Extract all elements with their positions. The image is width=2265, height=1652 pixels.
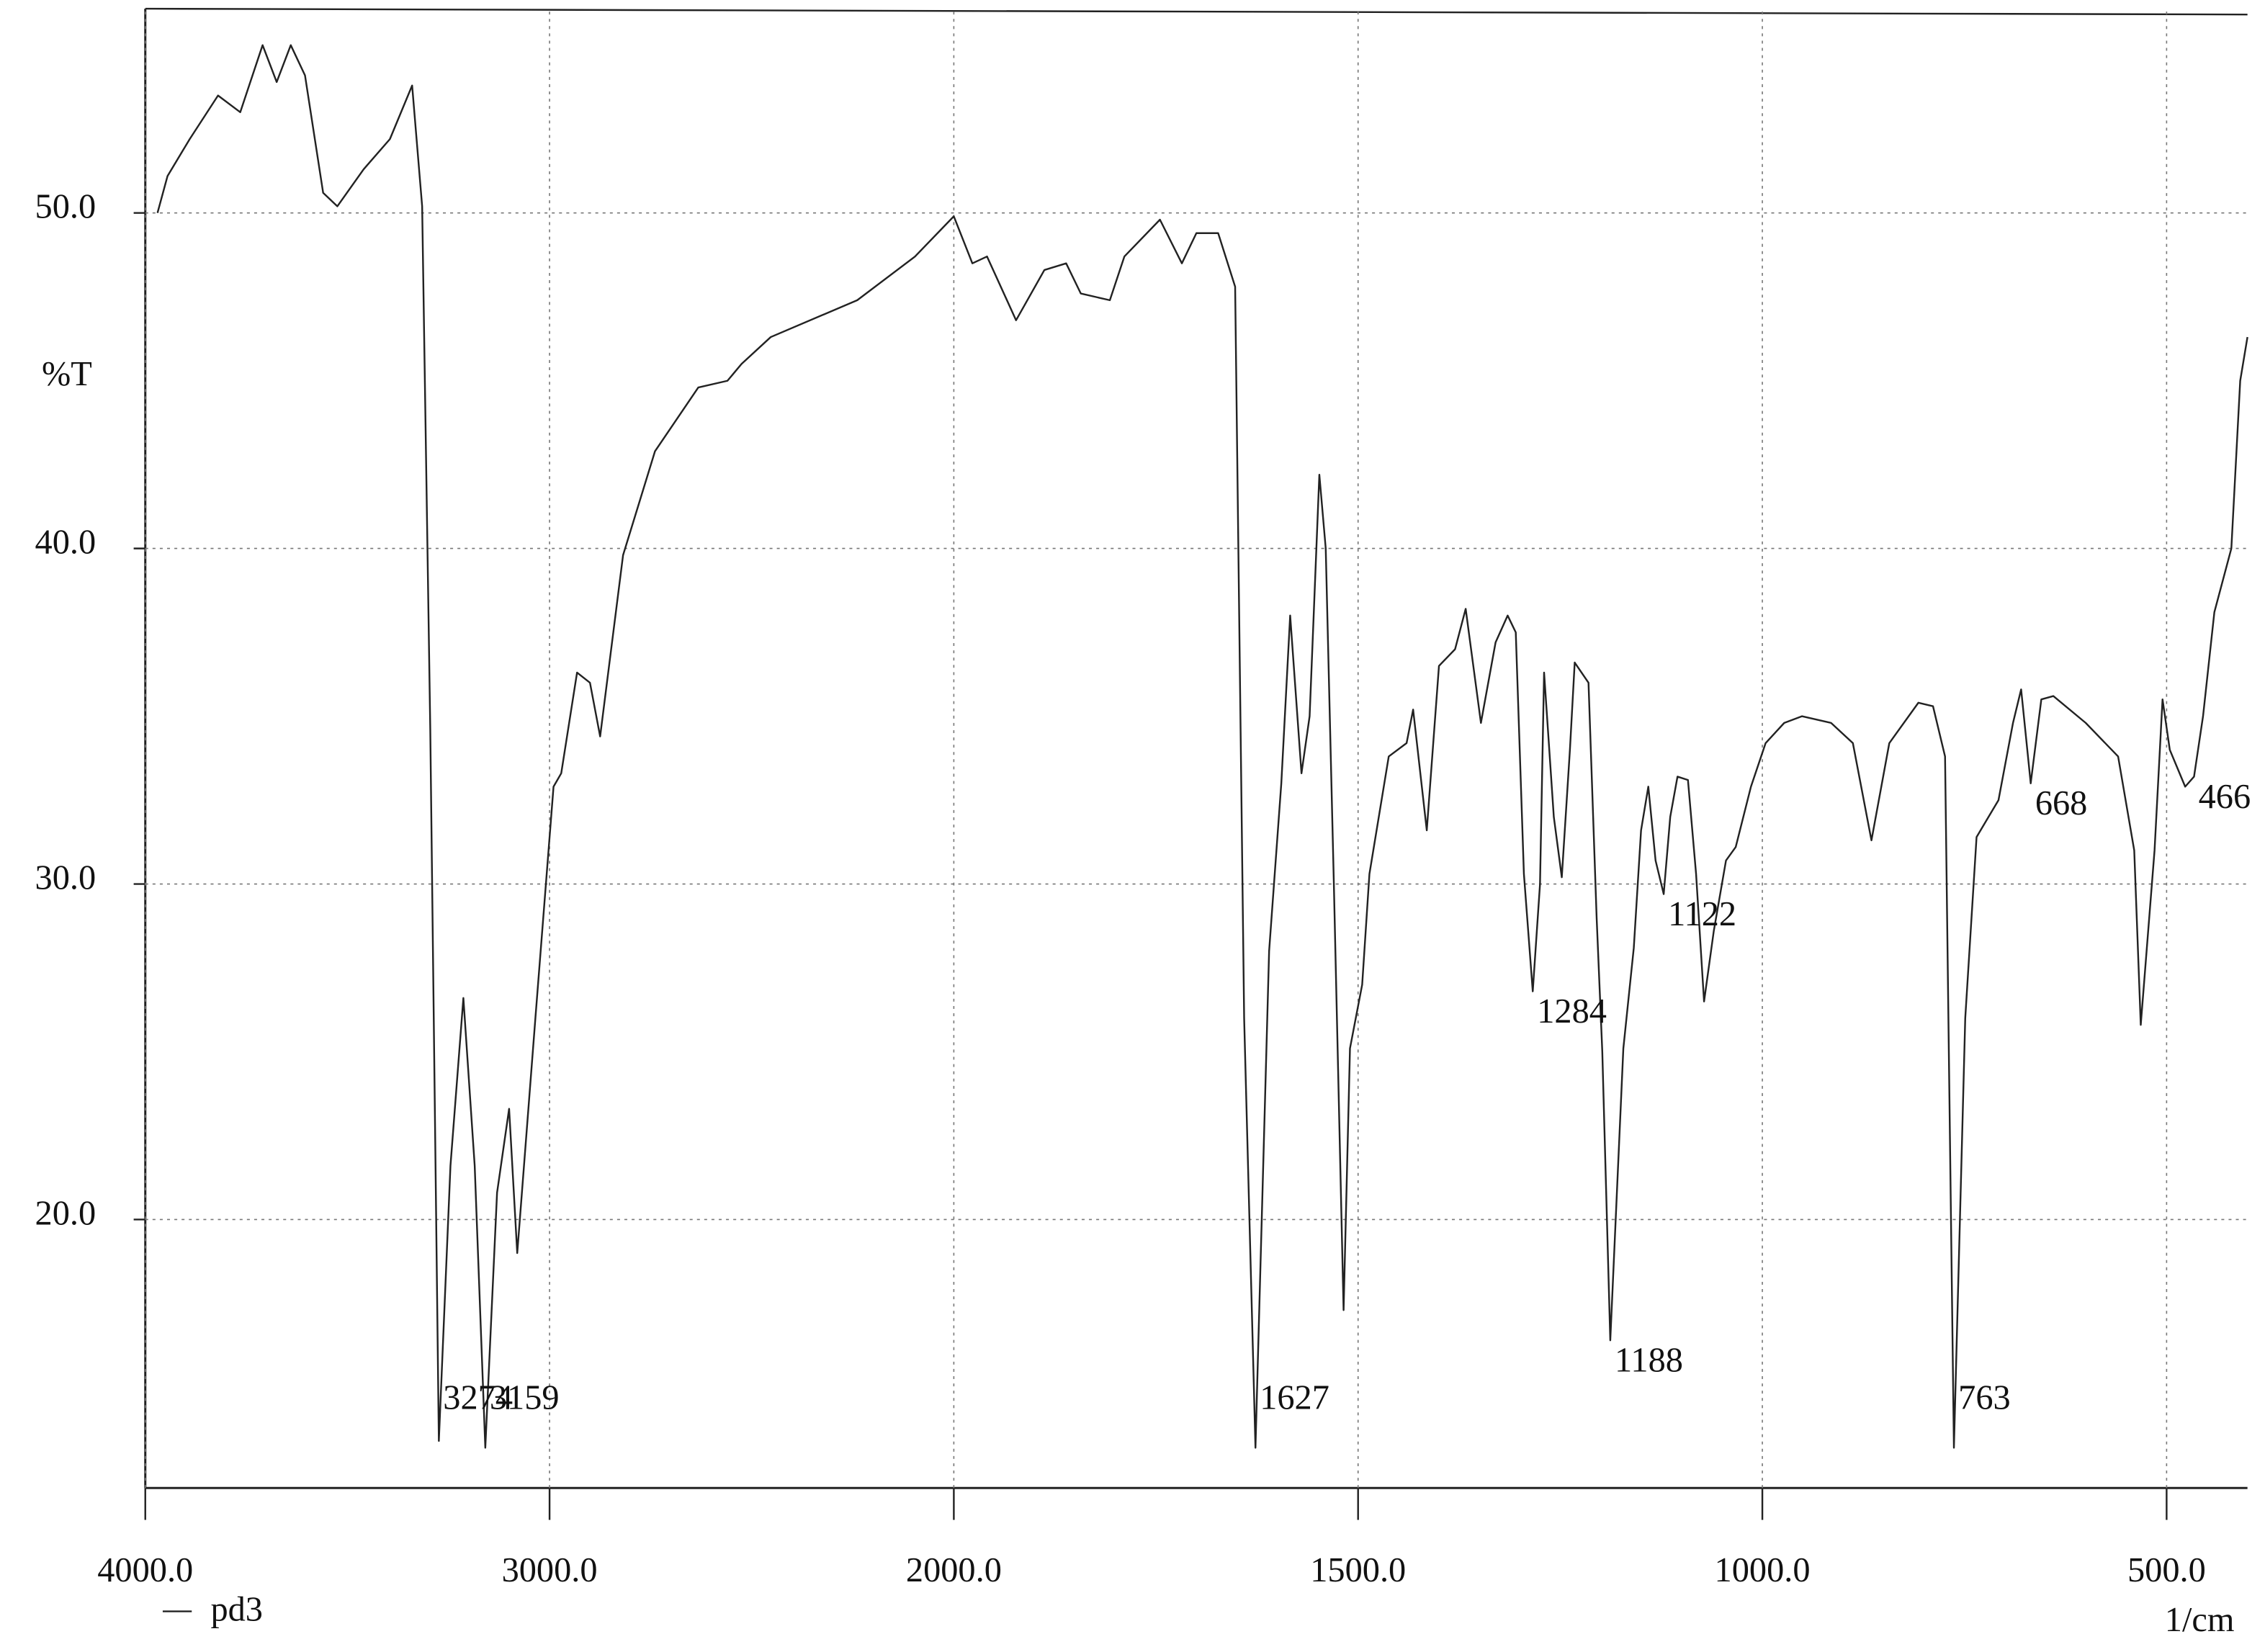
peak-label: 1188 — [1615, 1342, 1683, 1380]
y-tick-label: 50.0 — [35, 188, 97, 226]
x-tick-label: 3000.0 — [502, 1551, 598, 1589]
y-tick-label: 30.0 — [35, 859, 97, 897]
x-tick-label: 500.0 — [2127, 1551, 2206, 1589]
x-tick-label: 2000.0 — [906, 1551, 1002, 1589]
peak-label: 466 — [2199, 778, 2251, 816]
peak-label: 3159 — [490, 1378, 560, 1417]
x-tick-label: 4000.0 — [97, 1551, 193, 1589]
peak-label: 668 — [2035, 784, 2088, 822]
y-tick-label: 40.0 — [35, 524, 97, 562]
x-tick-label: 1500.0 — [1310, 1551, 1406, 1589]
x-axis-label: 1/cm — [2165, 1601, 2235, 1639]
peak-label: 1284 — [1537, 992, 1607, 1031]
peak-label: 1122 — [1668, 895, 1736, 933]
peak-label: 763 — [1958, 1378, 2011, 1417]
frame-top — [145, 7, 2248, 16]
x-tick-label: 1000.0 — [1715, 1551, 1811, 1589]
peak-label: 3274 — [443, 1378, 513, 1417]
legend-label: pd3 — [210, 1591, 263, 1629]
spectrum-line — [156, 44, 2248, 1449]
peak-label: 1627 — [1260, 1378, 1329, 1417]
y-axis-label: %T — [42, 355, 92, 393]
y-tick-label: 20.0 — [35, 1195, 97, 1233]
